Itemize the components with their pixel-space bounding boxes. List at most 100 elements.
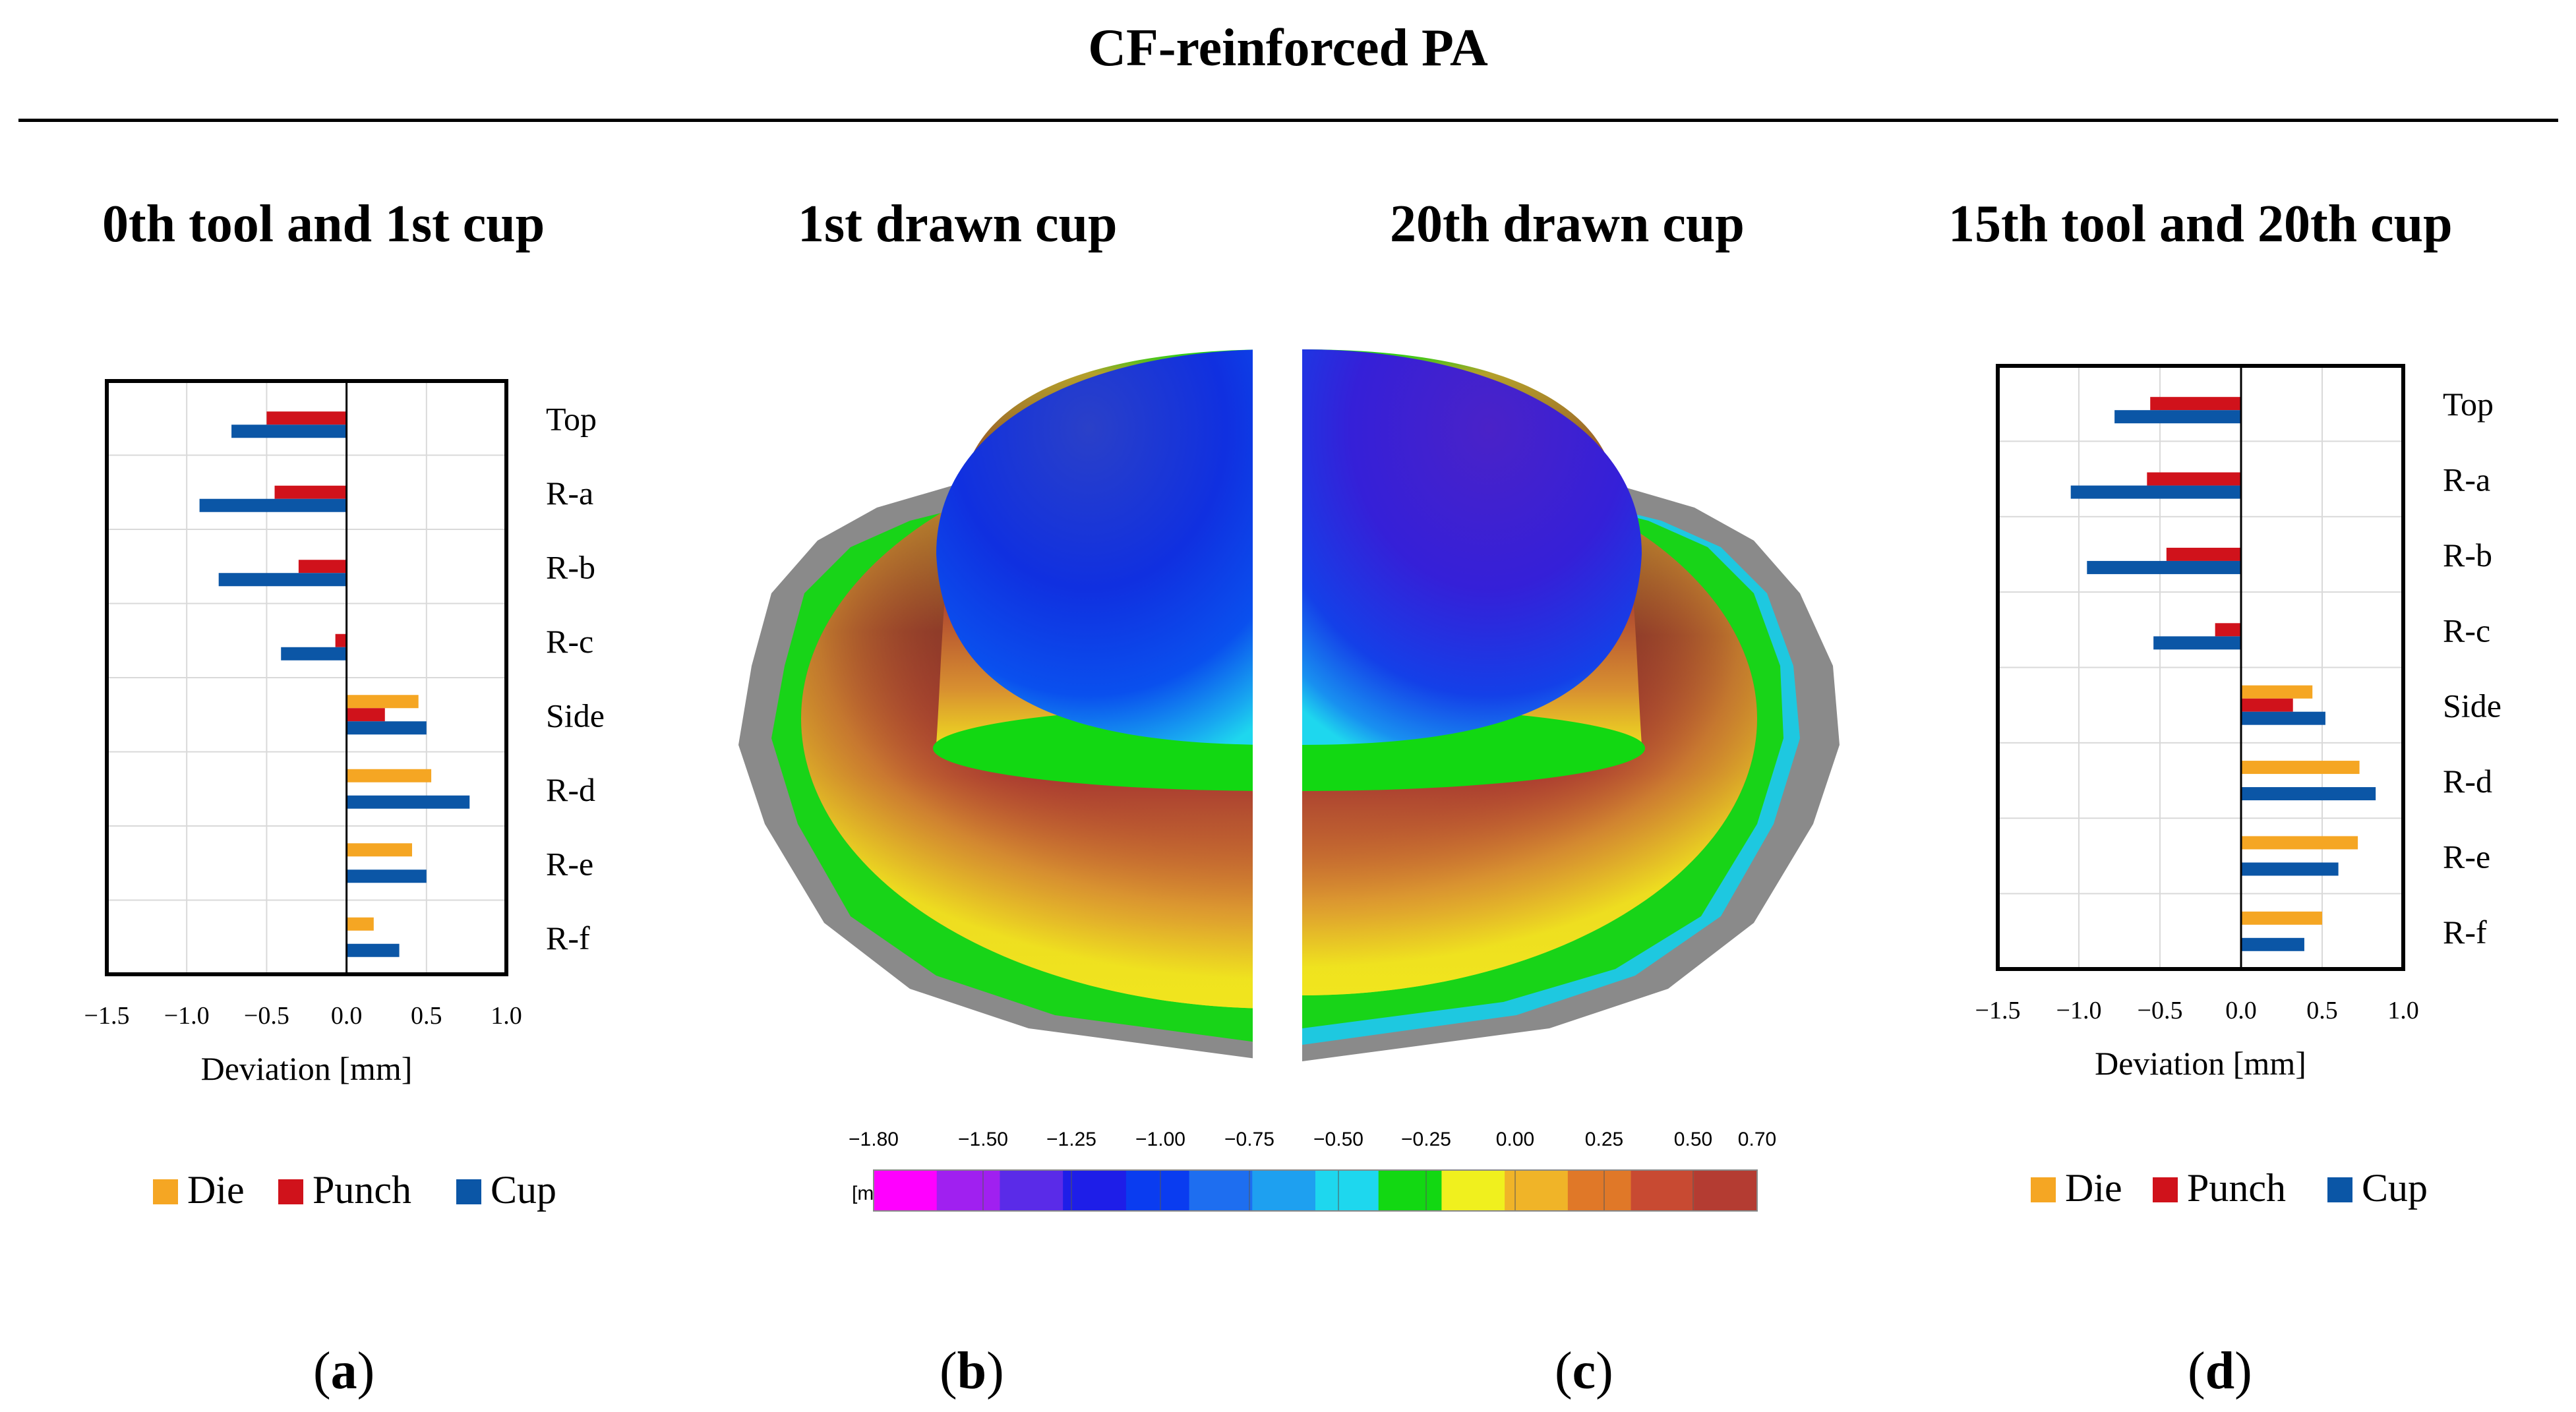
chart-a-legend-label-cup: Cup: [491, 1168, 556, 1212]
chart-d-bar-punch: [2150, 397, 2241, 411]
chart-d-category-label: Side: [2443, 688, 2501, 724]
chart-a-bar-cup: [218, 573, 347, 587]
chart-d-category-label: Top: [2443, 386, 2494, 423]
chart-a-bar-punch: [346, 708, 385, 722]
chart-a-bar-cup: [281, 647, 347, 661]
chart-a-x-tick-label: 1.0: [491, 1002, 522, 1030]
chart-a-bar-punch: [298, 560, 347, 574]
panel-d-label: (d): [2188, 1342, 2252, 1400]
chart-a-x-tick-label: −0.5: [244, 1002, 289, 1030]
panel-c-letter: c: [1572, 1342, 1596, 1400]
chart-d-frame: [1996, 364, 2405, 971]
chart-a-category-label: R-d: [546, 771, 595, 808]
chart-d-category-label: R-c: [2443, 612, 2490, 649]
chart-a-bar-cup: [231, 425, 347, 438]
chart-a-bar-cup: [346, 721, 427, 735]
cup-20th-half: [1302, 349, 1840, 1061]
colorbar-segment: [1694, 1170, 1758, 1211]
chart-a-bar-cup: [199, 498, 347, 512]
chart-d-bar-cup: [2114, 410, 2241, 424]
main-title: CF-reinforced PA: [1088, 19, 1488, 77]
colorbar-segment: [1252, 1170, 1316, 1211]
panel-c-label: (c): [1555, 1342, 1613, 1400]
chart-d-bar-die: [2241, 911, 2322, 925]
chart-a-legend-swatch-cup: [456, 1179, 481, 1204]
chart-a-category-label: R-b: [546, 548, 595, 585]
colorbar-segment: [1631, 1170, 1695, 1211]
chart-a-bar-cup: [346, 869, 427, 883]
colorbar-tick-label: −0.75: [1224, 1129, 1274, 1150]
chart-d-x-axis-label: Deviation [mm]: [2095, 1045, 2306, 1082]
chart-a-bar-die: [346, 917, 374, 931]
chart-a-bar-cup: [346, 943, 400, 957]
chart-d-legend-swatch-die: [2031, 1177, 2056, 1202]
chart-a-category-label: R-c: [546, 623, 593, 660]
chart-d-category-label: R-f: [2443, 914, 2487, 951]
chart-a-bar-punch: [266, 411, 347, 425]
chart-d-bar-cup: [2241, 787, 2376, 801]
chart-a-bar-die: [346, 843, 412, 857]
chart-a-category-label: Top: [546, 400, 597, 437]
panel-b-label: (b): [940, 1342, 1004, 1400]
chart-a-legend-swatch-die: [153, 1179, 178, 1204]
chart-d-x-tick-label: −0.5: [2138, 997, 2183, 1024]
chart-a-bar-punch: [274, 485, 347, 499]
chart-d-x-tick-label: 0.5: [2306, 997, 2338, 1024]
panel-a-title: 0th tool and 1st cup: [102, 195, 545, 253]
chart-d-category-label: R-a: [2443, 461, 2490, 498]
colorbar-segment: [1189, 1170, 1253, 1211]
chart-d-legend-swatch-punch: [2153, 1177, 2178, 1202]
chart-d-bar-cup: [2153, 636, 2241, 650]
chart-d-x-tick-label: 0.0: [2225, 997, 2257, 1024]
colorbar-segment: [936, 1170, 1001, 1211]
chart-d-category-label: R-e: [2443, 838, 2490, 875]
colorbar-tick-label: −0.50: [1313, 1129, 1363, 1150]
chart-d-category-label: R-d: [2443, 763, 2492, 800]
chart-d-x-tick-label: 1.0: [2387, 997, 2419, 1024]
chart-a-legend-label-die: Die: [187, 1168, 245, 1212]
chart-d-bar-cup: [2087, 560, 2241, 574]
chart-a-x-tick-label: −1.0: [164, 1002, 210, 1030]
chart-a-x-axis-label: Deviation [mm]: [201, 1050, 413, 1087]
chart-d-x-tick-label: −1.5: [1975, 997, 2021, 1024]
chart-a-category-label: R-e: [546, 845, 593, 882]
chart-d-bar-punch: [2241, 698, 2293, 712]
chart-a-category-label: R-f: [546, 920, 590, 956]
colorbar-tick-label: 0.50: [1674, 1129, 1712, 1150]
cup-1st-half: [738, 349, 1253, 1059]
colorbar-segment: [1315, 1170, 1379, 1211]
chart-d-legend-label-die: Die: [2065, 1166, 2122, 1210]
colorbar-segment: [874, 1170, 938, 1211]
chart-d-legend-label-punch: Punch: [2187, 1166, 2286, 1210]
chart-a-x-tick-label: 0.0: [331, 1002, 363, 1030]
chart-a-bar-punch: [335, 633, 347, 647]
chart-d-legend-swatch-cup: [2327, 1177, 2352, 1202]
colorbar-tick-label: −1.80: [849, 1129, 899, 1150]
panel-b-letter: b: [957, 1342, 987, 1400]
chart-d-bar-cup: [2241, 862, 2339, 876]
chart-a-bar-die: [346, 769, 432, 782]
colorbar-segment: [1125, 1170, 1190, 1211]
chart-d-bar-cup: [2241, 937, 2304, 951]
chart-d-bar-die: [2241, 761, 2360, 775]
chart-d-bar-punch: [2166, 547, 2241, 561]
panel-d-letter: d: [2205, 1342, 2235, 1400]
panel-d-title: 15th tool and 20th cup: [1948, 195, 2453, 253]
colorbar-segment: [1000, 1170, 1064, 1211]
chart-a-legend-swatch-punch: [278, 1179, 303, 1204]
chart-d-bar-cup: [2241, 711, 2325, 725]
chart-a-bar-cup: [346, 795, 470, 809]
title-divider: [18, 119, 2558, 122]
chart-d-bar-die: [2241, 685, 2313, 699]
colorbar-frame: [873, 1169, 1758, 1212]
colorbar-tick-label: 0.70: [1738, 1129, 1776, 1150]
colorbar-tick-label: −1.25: [1046, 1129, 1096, 1150]
chart-d-bar-punch: [2147, 472, 2241, 486]
chart-d-category-label: R-b: [2443, 537, 2492, 574]
chart-a-bar-die: [346, 695, 419, 709]
panel-c-title: 20th drawn cup: [1390, 195, 1745, 253]
chart-d-bar-cup: [2070, 485, 2241, 499]
chart-a-category-label: Side: [546, 697, 605, 734]
